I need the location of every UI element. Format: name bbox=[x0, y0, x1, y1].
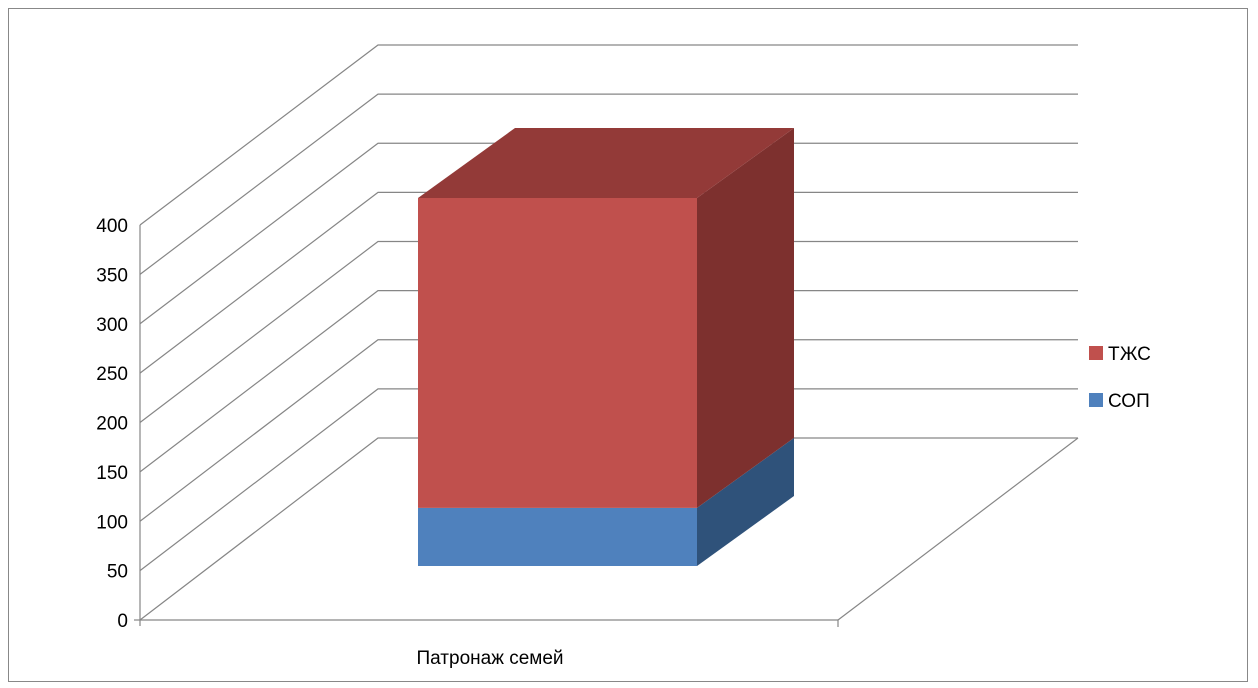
x-tick-label: Патронаж семей bbox=[417, 648, 564, 669]
legend: ТЖС СОП bbox=[1089, 344, 1151, 412]
gridlines bbox=[139, 44, 1078, 621]
gridline bbox=[139, 142, 1078, 325]
y-tick-label: 200 bbox=[96, 414, 128, 435]
gridline bbox=[139, 191, 1078, 374]
gridline bbox=[139, 388, 1078, 572]
gridline bbox=[139, 93, 1078, 275]
legend-swatch bbox=[1089, 393, 1103, 407]
y-tick-label: 150 bbox=[96, 463, 128, 484]
bars bbox=[418, 128, 794, 566]
gridline bbox=[139, 44, 1078, 226]
axes bbox=[134, 225, 1079, 627]
y-tick-label: 250 bbox=[96, 364, 128, 385]
gridline bbox=[139, 240, 1078, 423]
y-tick-label: 100 bbox=[96, 512, 128, 533]
bar-sop-front bbox=[418, 507, 697, 566]
bar-tzs-front bbox=[418, 198, 697, 508]
bar-tzs-top bbox=[418, 128, 794, 198]
legend-label: ТЖС bbox=[1108, 344, 1151, 365]
y-tick-label: 350 bbox=[96, 265, 128, 286]
bar-sop-side bbox=[697, 437, 794, 566]
gridline bbox=[139, 339, 1078, 522]
y-tick-label: 50 bbox=[107, 562, 128, 583]
floor-right-edge bbox=[837, 437, 1079, 621]
y-tick-label: 0 bbox=[117, 611, 128, 632]
legend-label: СОП bbox=[1108, 391, 1150, 412]
gridline bbox=[139, 290, 1078, 473]
bar-tzs-side bbox=[697, 128, 794, 508]
y-axis-ticks: 0 50 100 150 200 250 300 350 400 bbox=[96, 216, 128, 632]
legend-swatch bbox=[1089, 346, 1103, 360]
x-axis-labels: Патронаж семей bbox=[417, 648, 564, 669]
y-tick-label: 300 bbox=[96, 315, 128, 336]
y-tick-label: 400 bbox=[96, 216, 128, 237]
gridline bbox=[139, 437, 1078, 621]
